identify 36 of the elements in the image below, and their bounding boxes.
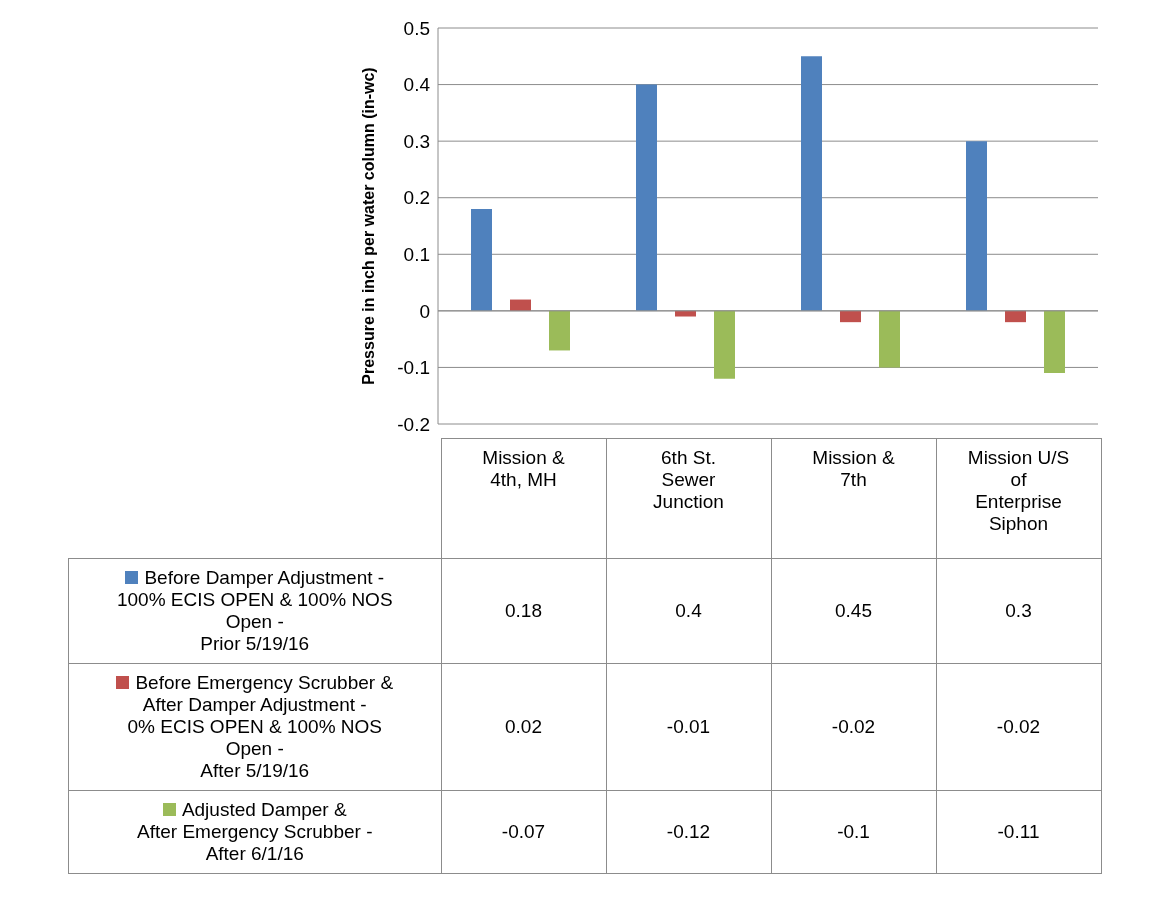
y-tick-label: 0.1 (403, 244, 430, 266)
data-label: -0.1 (771, 790, 936, 874)
y-tick-label: 0.5 (403, 17, 430, 39)
x-tick-label: Mission & 4th, MH (441, 438, 606, 559)
data-label: 0.4 (606, 558, 771, 664)
data-label: -0.01 (606, 663, 771, 791)
y-tick-label: 0.4 (403, 74, 431, 96)
data-label: -0.02 (936, 663, 1101, 791)
legend-label: Before Emergency Scrubber & After Damper Adjustment - 0% ECIS OPEN & 100% NOS Open - After 5/19/16 (68, 663, 441, 791)
bar (879, 310, 900, 368)
bar (801, 56, 822, 311)
x-tick-label: Mission & 7th (771, 438, 936, 559)
bar (966, 141, 987, 311)
data-label: 0.02 (441, 663, 606, 791)
y-tick-label: -0.2 (397, 413, 430, 435)
data-label: -0.12 (606, 790, 771, 874)
x-tick-label: Mission U/S of Enterprise Siphon (936, 438, 1101, 559)
data-label: 0.18 (441, 558, 606, 664)
bar (471, 209, 492, 311)
data-label: -0.02 (771, 663, 936, 791)
bar (1044, 310, 1065, 374)
y-axis-title: Pressure in inch per water column (in-wc) (359, 67, 377, 385)
y-tick-label: 0.3 (403, 130, 430, 152)
bar (714, 310, 735, 379)
y-tick-label: 0 (419, 300, 430, 322)
data-label: -0.07 (441, 790, 606, 874)
legend-label: Before Damper Adjustment - 100% ECIS OPEN & 100% NOS Open - Prior 5/19/16 (68, 558, 441, 664)
y-tick-label: 0.2 (403, 187, 430, 209)
y-tick-label: -0.1 (397, 357, 430, 379)
data-label: -0.11 (936, 790, 1101, 874)
bar (636, 84, 657, 311)
legend-label: Adjusted Damper & After Emergency Scrubber - After 6/1/16 (68, 790, 441, 874)
x-tick-label: 6th St. Sewer Junction (606, 438, 771, 559)
data-label: 0.45 (771, 558, 936, 664)
bar (549, 310, 570, 351)
data-label: 0.3 (936, 558, 1101, 664)
